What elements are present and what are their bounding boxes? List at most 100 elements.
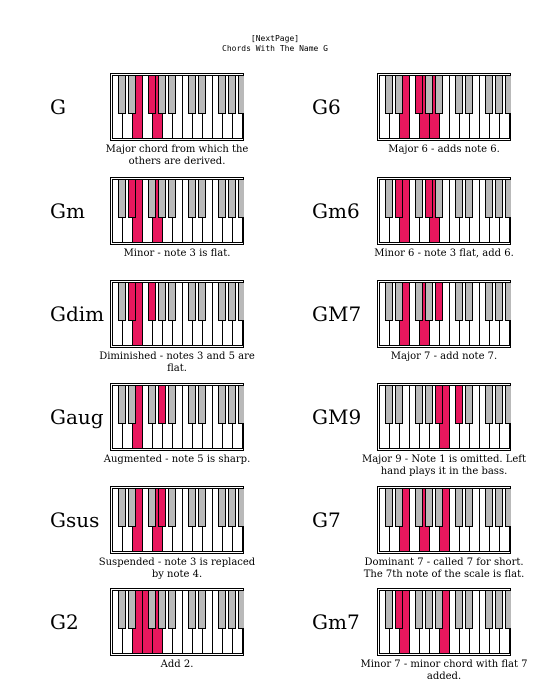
black-key xyxy=(465,75,473,114)
chord-description: Add 2. xyxy=(160,659,194,670)
chord-description: Major 9 - Note 1 is omitted. Left hand p… xyxy=(361,454,526,477)
black-key-pressed xyxy=(158,488,166,527)
black-key xyxy=(228,488,236,527)
black-key xyxy=(158,282,166,321)
black-key xyxy=(485,590,493,629)
chord-description: Minor - note 3 is flat. xyxy=(123,248,231,259)
piano-keyboard xyxy=(377,177,511,245)
black-key xyxy=(188,488,196,527)
black-key xyxy=(435,179,443,218)
black-key xyxy=(128,385,136,424)
black-key xyxy=(148,590,156,629)
black-key xyxy=(465,590,473,629)
black-key xyxy=(505,590,511,629)
black-key xyxy=(228,75,236,114)
black-key xyxy=(435,590,443,629)
black-key xyxy=(158,75,166,114)
chord-name: GM9 xyxy=(312,405,362,429)
black-key xyxy=(395,385,403,424)
black-key xyxy=(238,179,244,218)
black-key xyxy=(455,75,463,114)
black-key xyxy=(435,75,443,114)
next-page-link[interactable]: [NextPage] xyxy=(250,34,300,43)
black-key-pressed xyxy=(455,385,463,424)
black-key xyxy=(465,488,473,527)
black-key xyxy=(188,590,196,629)
black-key xyxy=(238,590,244,629)
page-title: Chords With The Name G xyxy=(222,44,328,53)
black-key xyxy=(485,282,493,321)
black-key xyxy=(168,75,176,114)
black-key xyxy=(118,488,126,527)
black-key xyxy=(395,75,403,114)
black-key xyxy=(505,385,511,424)
black-key-pressed xyxy=(425,179,433,218)
black-key xyxy=(188,179,196,218)
black-key-pressed xyxy=(395,179,403,218)
black-key xyxy=(485,488,493,527)
piano-keyboard xyxy=(110,73,244,141)
black-key xyxy=(168,590,176,629)
black-key xyxy=(425,385,433,424)
black-key xyxy=(495,590,503,629)
chord-name: G7 xyxy=(312,508,341,532)
black-key-pressed xyxy=(395,590,403,629)
black-key xyxy=(455,590,463,629)
black-key xyxy=(218,385,226,424)
black-key xyxy=(238,75,244,114)
black-key xyxy=(188,385,196,424)
piano-keyboard xyxy=(377,588,511,656)
black-key xyxy=(465,179,473,218)
piano-keyboard xyxy=(110,588,244,656)
black-key xyxy=(218,282,226,321)
black-key xyxy=(395,282,403,321)
chord-name: Gsus xyxy=(50,508,100,532)
chord-description: Diminished - notes 3 and 5 are flat. xyxy=(99,351,255,374)
chord-description: Major chord from which the others are de… xyxy=(105,144,249,167)
black-key xyxy=(415,282,423,321)
chord-name: Gm xyxy=(50,199,85,223)
chord-name: G xyxy=(50,95,66,119)
chord-name: Gm7 xyxy=(312,610,360,634)
black-key xyxy=(505,282,511,321)
black-key xyxy=(118,385,126,424)
black-key xyxy=(148,179,156,218)
black-key xyxy=(495,179,503,218)
black-key xyxy=(198,75,206,114)
piano-keyboard xyxy=(110,280,244,348)
black-key xyxy=(228,590,236,629)
black-key xyxy=(198,488,206,527)
black-key xyxy=(465,282,473,321)
black-key xyxy=(495,385,503,424)
black-key xyxy=(228,282,236,321)
black-key xyxy=(495,75,503,114)
chord-description: Augmented - note 5 is sharp. xyxy=(103,454,251,465)
black-key xyxy=(218,488,226,527)
black-key xyxy=(425,590,433,629)
black-key xyxy=(415,488,423,527)
piano-keyboard xyxy=(110,177,244,245)
black-key xyxy=(415,590,423,629)
piano-keyboard xyxy=(377,73,511,141)
black-key xyxy=(395,488,403,527)
black-key-pressed xyxy=(415,75,423,114)
black-key xyxy=(385,385,393,424)
black-key-pressed xyxy=(158,385,166,424)
black-key xyxy=(148,488,156,527)
black-key xyxy=(505,179,511,218)
chord-description: Suspended - note 3 is replaced by note 4… xyxy=(98,557,256,580)
black-key xyxy=(128,488,136,527)
piano-keyboard xyxy=(377,486,511,554)
chord-name: G6 xyxy=(312,95,341,119)
black-key xyxy=(168,488,176,527)
black-key xyxy=(385,590,393,629)
black-key-pressed xyxy=(128,282,136,321)
black-key xyxy=(128,590,136,629)
black-key xyxy=(168,179,176,218)
black-key xyxy=(128,75,136,114)
black-key xyxy=(168,385,176,424)
chord-name: G2 xyxy=(50,610,79,634)
black-key xyxy=(118,282,126,321)
chord-description: Minor 7 - minor chord with flat 7 added. xyxy=(360,659,528,682)
black-key-pressed xyxy=(148,282,156,321)
